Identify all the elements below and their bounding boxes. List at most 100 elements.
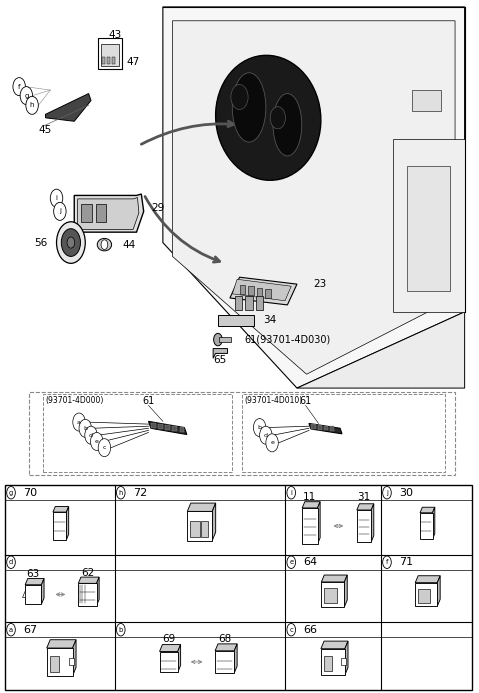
Text: g: g: [9, 490, 13, 495]
Ellipse shape: [232, 73, 266, 142]
Text: b: b: [258, 425, 262, 430]
Circle shape: [270, 107, 285, 129]
PathPatch shape: [178, 644, 181, 672]
Circle shape: [266, 434, 278, 452]
Text: 61: 61: [142, 396, 155, 405]
PathPatch shape: [433, 507, 435, 539]
FancyBboxPatch shape: [418, 588, 430, 603]
PathPatch shape: [78, 198, 139, 229]
FancyBboxPatch shape: [107, 57, 110, 64]
PathPatch shape: [321, 575, 347, 582]
FancyBboxPatch shape: [50, 656, 58, 672]
Circle shape: [231, 85, 248, 109]
Ellipse shape: [97, 238, 112, 251]
FancyBboxPatch shape: [420, 513, 433, 539]
FancyBboxPatch shape: [235, 296, 242, 310]
Circle shape: [67, 237, 75, 248]
FancyBboxPatch shape: [187, 511, 212, 541]
Text: f: f: [18, 84, 21, 89]
FancyBboxPatch shape: [321, 649, 345, 675]
Text: 45: 45: [39, 125, 52, 134]
FancyBboxPatch shape: [219, 337, 231, 342]
Text: i: i: [56, 195, 57, 201]
Circle shape: [98, 439, 111, 457]
PathPatch shape: [212, 503, 216, 541]
PathPatch shape: [318, 502, 320, 544]
PathPatch shape: [309, 423, 342, 434]
FancyBboxPatch shape: [96, 204, 106, 222]
Text: j: j: [386, 490, 388, 495]
FancyBboxPatch shape: [245, 296, 253, 310]
Circle shape: [101, 240, 108, 249]
Text: h: h: [30, 103, 34, 108]
PathPatch shape: [344, 575, 347, 607]
FancyBboxPatch shape: [330, 426, 334, 431]
PathPatch shape: [437, 576, 440, 606]
PathPatch shape: [163, 7, 465, 388]
FancyBboxPatch shape: [98, 38, 122, 69]
Text: e: e: [95, 439, 99, 444]
Circle shape: [287, 486, 296, 499]
Text: 11: 11: [303, 493, 317, 502]
FancyBboxPatch shape: [69, 658, 74, 665]
FancyBboxPatch shape: [158, 423, 163, 429]
Circle shape: [91, 432, 103, 450]
Text: 72: 72: [133, 488, 147, 498]
PathPatch shape: [415, 576, 440, 583]
Circle shape: [54, 202, 66, 220]
Circle shape: [260, 426, 272, 444]
Text: 67: 67: [23, 624, 37, 635]
Circle shape: [20, 87, 33, 105]
PathPatch shape: [234, 644, 237, 673]
Text: a: a: [77, 419, 81, 425]
Circle shape: [383, 556, 391, 568]
PathPatch shape: [73, 640, 76, 676]
Circle shape: [73, 413, 85, 431]
PathPatch shape: [297, 312, 465, 388]
PathPatch shape: [230, 277, 297, 305]
Ellipse shape: [273, 94, 302, 156]
Circle shape: [50, 189, 63, 207]
Circle shape: [116, 486, 125, 499]
Text: 62: 62: [81, 568, 94, 578]
FancyBboxPatch shape: [412, 90, 441, 111]
Text: 71: 71: [399, 557, 413, 568]
Text: 65: 65: [214, 356, 227, 365]
Text: 47: 47: [127, 58, 140, 67]
FancyBboxPatch shape: [180, 427, 184, 432]
Circle shape: [57, 222, 85, 263]
PathPatch shape: [160, 644, 181, 651]
PathPatch shape: [345, 641, 348, 675]
FancyBboxPatch shape: [341, 658, 346, 665]
FancyBboxPatch shape: [25, 585, 42, 604]
FancyBboxPatch shape: [324, 656, 332, 671]
Text: 29: 29: [151, 203, 164, 213]
FancyBboxPatch shape: [165, 425, 170, 430]
FancyBboxPatch shape: [47, 648, 73, 676]
Text: (93701-4D000): (93701-4D000): [46, 396, 104, 405]
Circle shape: [116, 624, 125, 636]
FancyBboxPatch shape: [357, 510, 371, 542]
PathPatch shape: [42, 579, 44, 604]
PathPatch shape: [74, 194, 144, 232]
Text: 43: 43: [108, 30, 122, 40]
FancyBboxPatch shape: [101, 44, 119, 66]
FancyBboxPatch shape: [218, 315, 254, 326]
Circle shape: [7, 556, 15, 568]
FancyBboxPatch shape: [160, 651, 178, 672]
FancyBboxPatch shape: [256, 296, 263, 310]
PathPatch shape: [213, 349, 228, 358]
FancyBboxPatch shape: [112, 57, 115, 64]
Text: 34: 34: [263, 315, 277, 325]
Text: 31: 31: [357, 493, 371, 502]
PathPatch shape: [302, 502, 320, 508]
Text: c: c: [289, 626, 293, 633]
Text: j: j: [59, 209, 61, 214]
Text: f: f: [386, 559, 388, 565]
Text: c: c: [103, 445, 106, 450]
PathPatch shape: [79, 577, 99, 584]
Text: i: i: [290, 490, 292, 495]
PathPatch shape: [371, 504, 374, 542]
Text: 66: 66: [303, 624, 317, 635]
PathPatch shape: [187, 503, 216, 511]
